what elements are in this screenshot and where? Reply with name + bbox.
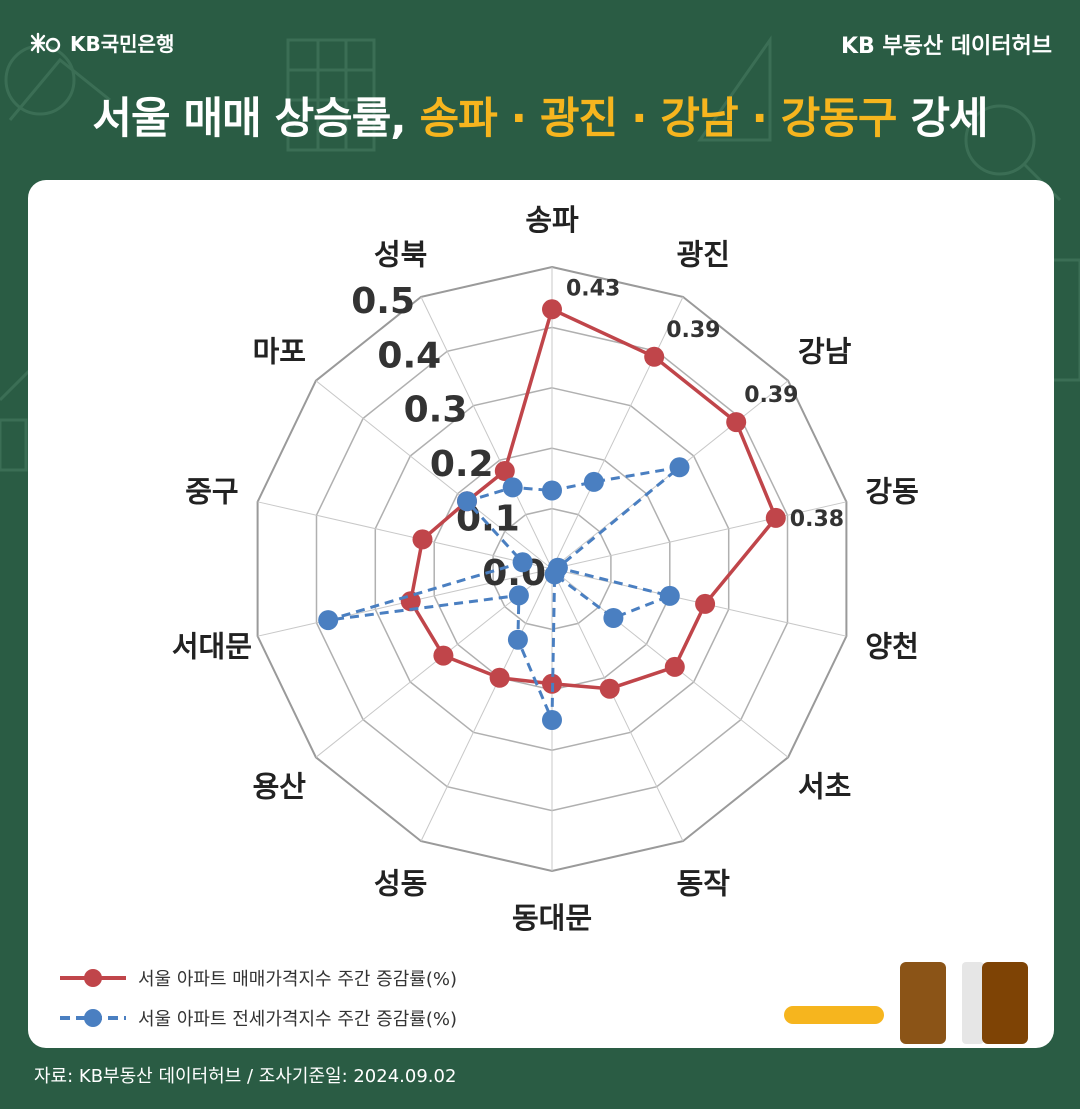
jeonse-data-point: [508, 585, 529, 606]
chart-legend: 서울 아파트 매매가격지수 주간 증감률(%) 서울 아파트 전세가격지수 주간…: [58, 958, 457, 1038]
grid-spoke: [551, 568, 684, 842]
category-label: 중구: [185, 474, 238, 508]
grid-spoke: [257, 501, 553, 570]
sale-legend-marker-icon: [60, 969, 126, 987]
radial-tick-label: 0.3: [404, 390, 468, 431]
jeonse-data-point: [457, 491, 477, 512]
jeonse-data-point: [542, 480, 562, 501]
category-label: 강동: [865, 474, 918, 508]
kb-star-logo-icon: [30, 32, 61, 53]
category-label: 용산: [253, 770, 307, 804]
legend-label-jeonse: 서울 아파트 전세가격지수 주간 증감률(%): [138, 1009, 457, 1030]
grid-spoke: [420, 568, 553, 842]
decorative-book-right: [982, 962, 1028, 1044]
jeonse-data-point: [544, 564, 565, 585]
legend-label-sale: 서울 아파트 매매가격지수 주간 증감률(%): [138, 969, 457, 990]
category-label: 송파: [525, 203, 579, 237]
grid-spoke: [315, 380, 553, 570]
jeonse-data-point: [507, 629, 528, 650]
sale-data-point: [542, 299, 562, 320]
grid-spoke: [551, 296, 684, 570]
sale-data-point: [644, 346, 665, 367]
sale-data-point: [412, 529, 433, 550]
category-label: 광진: [677, 238, 730, 272]
title-prefix: 서울 매매 상승률,: [92, 94, 420, 144]
jeonse-data-point: [502, 477, 523, 498]
category-label: 마포: [253, 335, 306, 369]
jeonse-data-point: [669, 457, 690, 478]
sale-data-point: [765, 507, 786, 528]
jeonse-data-point: [318, 610, 339, 631]
sale-data-point: [664, 656, 685, 677]
source-note: 자료: KB부동산 데이터허브 / 조사기준일: 2024.09.02: [34, 1066, 457, 1087]
category-label: 동대문: [512, 901, 592, 935]
sale-data-point: [494, 461, 515, 481]
bank-brand: KB국민은행: [28, 28, 174, 57]
radial-tick-label: 0.4: [377, 335, 441, 376]
jeonse-data-point: [542, 710, 562, 730]
sale-data-point: [489, 667, 510, 688]
legend-item-jeonse: 서울 아파트 전세가격지수 주간 증감률(%): [58, 998, 457, 1038]
data-hub-title: KB 부동산 데이터허브: [840, 34, 1052, 59]
title-suffix: 강세: [896, 94, 988, 144]
jeonse-data-point: [512, 552, 533, 573]
jeonse-legend-marker-icon: [60, 1009, 126, 1027]
decorative-bar: [784, 1006, 884, 1024]
category-label: 성동: [374, 866, 427, 900]
title-highlight: 송파 · 광진 · 강남 · 강동구: [419, 94, 898, 144]
decorative-book-left: [900, 962, 946, 1044]
radial-tick-label: 0.2: [430, 444, 494, 485]
sale-data-point: [695, 593, 716, 614]
sale-data-point: [433, 645, 454, 666]
jeonse-data-point: [659, 585, 680, 606]
data-label: 0.43: [566, 276, 620, 301]
category-label: 서대문: [172, 630, 252, 664]
legend-item-sale: 서울 아파트 매매가격지수 주간 증감률(%): [58, 958, 457, 998]
jeonse-data-point: [603, 608, 624, 628]
page-title: 서울 매매 상승률, 송파 · 광진 · 강남 · 강동구 강세: [0, 84, 1080, 146]
sale-data-point: [599, 678, 620, 699]
category-label: 동작: [677, 866, 731, 900]
category-label: 성북: [374, 238, 427, 272]
category-label: 강남: [798, 335, 852, 369]
chart-card: 0.0 0.1 0.2 0.3 0.4 0.5 송파 광진 강남 강동 양천 서초 동작 동대문 성동 용산 서…: [28, 180, 1054, 1048]
data-label: 0.39: [666, 318, 720, 343]
data-label: 0.38: [790, 507, 844, 532]
category-label: 서초: [798, 770, 851, 804]
grid-spoke: [551, 501, 847, 570]
category-label: 양천: [865, 630, 918, 664]
bank-name: KB국민은행: [70, 32, 175, 56]
decorative-book-page: [962, 962, 984, 1044]
sale-data-point: [726, 412, 747, 433]
grid-spoke: [420, 296, 553, 570]
radial-tick-label: 0.5: [351, 281, 415, 322]
data-label: 0.39: [744, 383, 798, 408]
jeonse-data-point: [583, 471, 604, 492]
radar-chart: 0.00.10.20.30.40.5송파광진강남강동양천서초동작동대문성동용산서…: [172, 203, 919, 935]
